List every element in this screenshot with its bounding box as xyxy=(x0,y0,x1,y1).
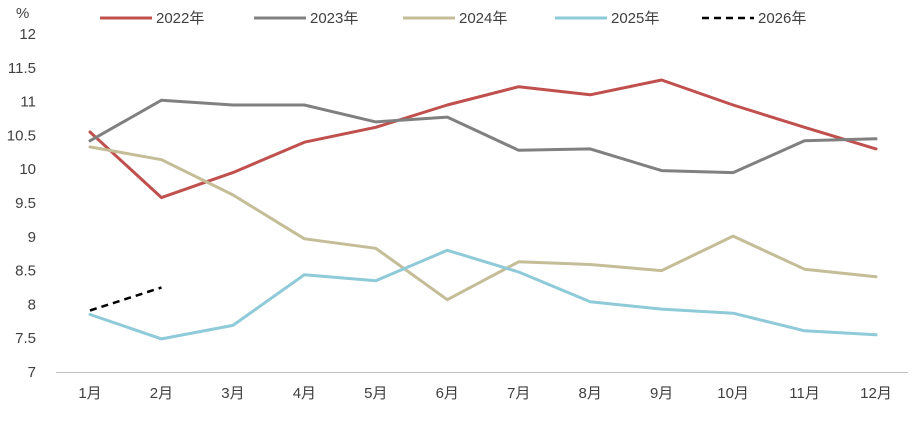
data-point xyxy=(303,103,306,106)
series-line-2026年 xyxy=(89,286,162,312)
data-point xyxy=(303,141,306,144)
data-point xyxy=(374,247,377,250)
series-line-2023年 xyxy=(88,98,878,175)
y-tick-label: 10.5 xyxy=(7,127,36,144)
x-tick-label: 9月 xyxy=(650,385,673,402)
data-point xyxy=(660,269,663,272)
data-point xyxy=(589,147,592,150)
data-point xyxy=(660,308,663,311)
x-tick-label: 12月 xyxy=(860,385,892,402)
y-tick-label: 10 xyxy=(19,161,36,178)
data-point xyxy=(446,103,449,106)
data-point xyxy=(589,263,592,266)
data-point xyxy=(517,260,520,263)
data-point xyxy=(160,99,163,102)
legend-label: 2023年 xyxy=(310,10,358,27)
x-tick-label: 8月 xyxy=(579,385,602,402)
data-point xyxy=(803,139,806,142)
data-point xyxy=(89,131,92,134)
data-point xyxy=(875,137,878,140)
y-tick-label: 12 xyxy=(19,26,36,43)
legend-label: 2025年 xyxy=(611,10,659,27)
data-point xyxy=(660,169,663,172)
x-tick-label: 1月 xyxy=(78,385,101,402)
data-point xyxy=(875,275,878,278)
data-point xyxy=(446,298,449,301)
y-unit-label: % xyxy=(16,5,29,22)
data-point xyxy=(875,147,878,150)
data-point xyxy=(660,78,663,81)
data-point xyxy=(160,158,163,161)
data-point xyxy=(803,126,806,129)
x-axis: 1月 2月 3月 4月 5月 6月 7月 8月 9月 10月 11月 12月 xyxy=(56,372,908,402)
series-line-2022年 xyxy=(88,78,878,200)
data-point xyxy=(589,93,592,96)
data-point xyxy=(732,171,735,174)
data-point xyxy=(875,333,878,336)
y-tick-label: 7 xyxy=(28,364,36,381)
y-tick-label: 9 xyxy=(28,229,36,246)
y-tick-label: 9.5 xyxy=(15,195,36,212)
data-point xyxy=(231,324,234,327)
data-point xyxy=(160,337,163,340)
data-point xyxy=(303,237,306,240)
data-point xyxy=(589,300,592,303)
data-point xyxy=(89,313,92,316)
x-tick-label: 2月 xyxy=(150,385,173,402)
data-point xyxy=(231,103,234,106)
series-line-2025年 xyxy=(88,248,878,341)
data-point xyxy=(446,116,449,119)
data-point xyxy=(803,268,806,271)
data-point xyxy=(803,329,806,332)
legend-label: 2026年 xyxy=(758,10,806,27)
data-point xyxy=(517,270,520,273)
y-axis: 7 7.5 8 8.5 9 9.5 10 10.5 11 11.5 12 xyxy=(7,26,36,381)
x-tick-label: 7月 xyxy=(507,385,530,402)
data-point xyxy=(374,126,377,129)
data-point xyxy=(231,193,234,196)
x-tick-label: 5月 xyxy=(364,385,387,402)
y-tick-label: 8.5 xyxy=(15,263,36,280)
data-point xyxy=(89,309,92,312)
y-tick-label: 8 xyxy=(28,296,36,313)
x-tick-label: 10月 xyxy=(717,385,749,402)
legend-label: 2024年 xyxy=(459,10,507,27)
data-point xyxy=(374,279,377,282)
y-tick-label: 11.5 xyxy=(8,60,36,77)
data-point xyxy=(732,312,735,315)
data-point xyxy=(374,120,377,123)
data-point xyxy=(89,139,92,142)
legend-label: 2022年 xyxy=(156,10,204,27)
x-tick-label: 4月 xyxy=(293,385,316,402)
y-tick-label: 7.5 xyxy=(15,330,36,347)
data-point xyxy=(732,103,735,106)
data-point xyxy=(89,145,92,148)
series-lines xyxy=(88,78,878,341)
data-point xyxy=(231,171,234,174)
data-point xyxy=(446,249,449,252)
x-tick-label: 11月 xyxy=(789,385,820,402)
data-point xyxy=(517,85,520,88)
legend: 2022年 2023年 2024年 2025年 2026年 xyxy=(100,10,806,27)
data-point xyxy=(160,196,163,199)
data-point xyxy=(517,149,520,152)
x-tick-label: 6月 xyxy=(436,385,459,402)
series-line-2024年 xyxy=(88,145,878,302)
x-tick-label: 3月 xyxy=(221,385,244,402)
data-point xyxy=(303,273,306,276)
y-tick-label: 11 xyxy=(20,94,36,111)
data-point xyxy=(732,235,735,238)
data-point xyxy=(160,286,163,289)
